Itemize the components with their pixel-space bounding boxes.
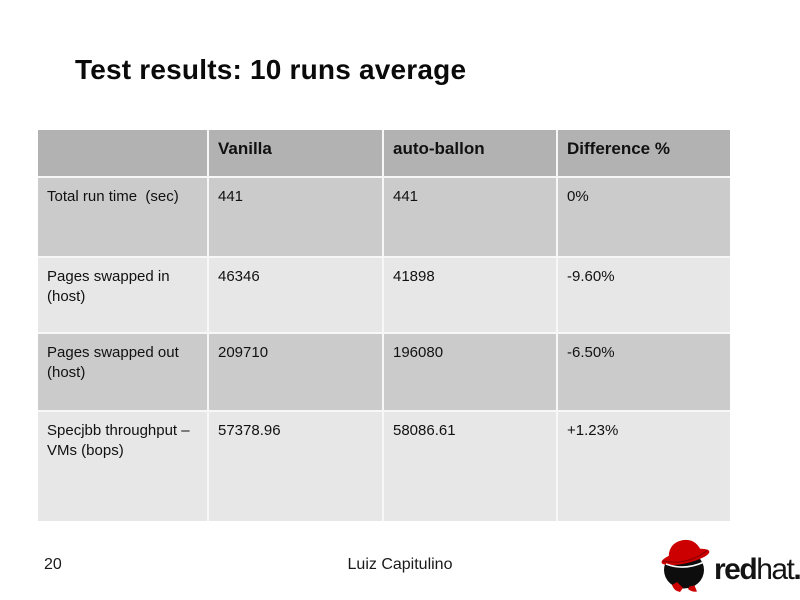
cell-difference: +1.23%: [557, 411, 730, 521]
cell-difference: -9.60%: [557, 257, 730, 334]
table-row: Pages swapped out (host) 209710 196080 -…: [38, 333, 730, 412]
header-cell-auto-ballon: auto-ballon: [383, 130, 558, 178]
row-label: Specjbb throughput – VMs (bops): [38, 411, 209, 521]
table-header-row: Vanilla auto-ballon Difference %: [38, 130, 730, 178]
cell-vanilla: 209710: [208, 333, 384, 412]
header-cell-difference: Difference %: [557, 130, 730, 178]
header-cell-empty: [38, 130, 209, 178]
cell-vanilla: 441: [208, 177, 384, 258]
cell-vanilla: 46346: [208, 257, 384, 334]
cell-difference: 0%: [557, 177, 730, 258]
redhat-shadowman-icon: [661, 539, 710, 592]
row-label: Pages swapped out (host): [38, 333, 209, 412]
table-row: Specjbb throughput – VMs (bops) 57378.96…: [38, 411, 730, 521]
redhat-wordmark: redhat.: [714, 545, 800, 585]
brand-red: red: [714, 553, 758, 586]
brand-hat: hat: [756, 553, 795, 586]
redhat-logo: redhat.: [659, 537, 800, 593]
row-label: Pages swapped in (host): [38, 257, 209, 334]
footer-author: Luiz Capitulino: [347, 556, 453, 573]
table-row: Total run time (sec) 441 441 0%: [38, 177, 730, 258]
cell-vanilla: 57378.96: [208, 411, 384, 521]
results-table: Vanilla auto-ballon Difference % Total r…: [38, 130, 730, 521]
table-row: Pages swapped in (host) 46346 41898 -9.6…: [38, 257, 730, 334]
brand-mark: .: [793, 553, 800, 586]
cell-difference: -6.50%: [557, 333, 730, 412]
slide-title: Test results: 10 runs average: [75, 54, 467, 85]
page-number: 20: [44, 556, 62, 573]
cell-auto-ballon: 441: [383, 177, 558, 258]
cell-auto-ballon: 58086.61: [383, 411, 558, 521]
cell-auto-ballon: 41898: [383, 257, 558, 334]
header-cell-vanilla: Vanilla: [208, 130, 384, 178]
row-label: Total run time (sec): [38, 177, 209, 258]
cell-auto-ballon: 196080: [383, 333, 558, 412]
